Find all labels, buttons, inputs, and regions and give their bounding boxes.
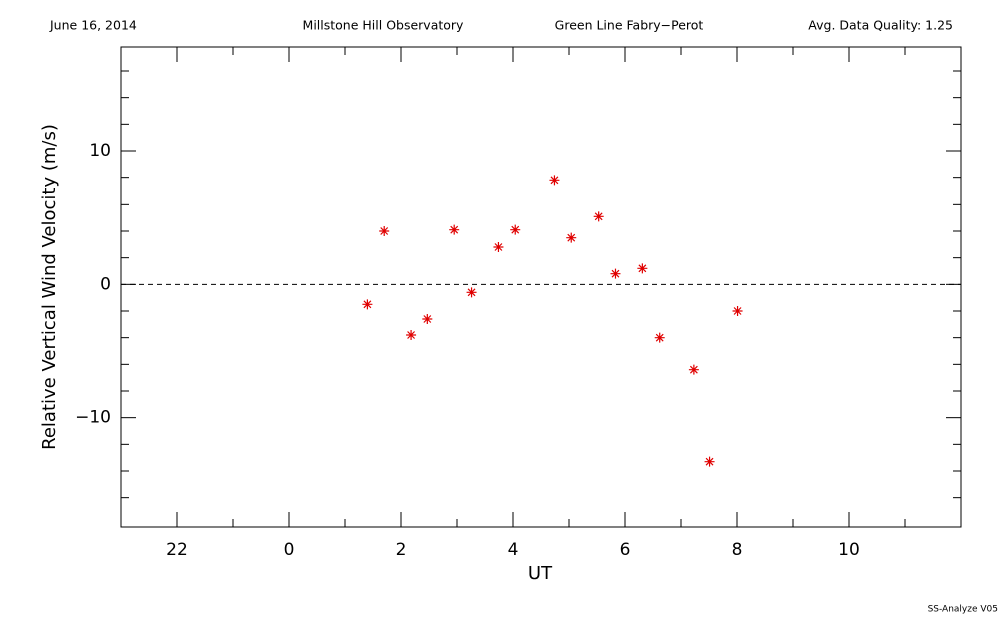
plot-frame [120,46,962,528]
y-axis-label: Relative Vertical Wind Velocity (m/s) [39,124,60,450]
y-tick-label: −10 [75,408,111,428]
instrument: Green Line Fabry−Perot [555,18,704,33]
x-tick-label: 2 [396,540,407,560]
data-point [466,287,477,298]
x-tick-label: 4 [508,540,519,560]
data-point [549,175,560,186]
data-point [593,211,604,222]
data-point [493,242,504,252]
data-point [610,268,621,279]
observatory: Millstone Hill Observatory [303,18,465,33]
data-point [637,263,648,274]
data-point [449,224,460,235]
data-point [704,456,715,467]
data-point [379,226,390,236]
x-axis-label: UT [528,563,553,584]
data-point [688,364,699,375]
data-point [422,314,433,324]
data-point [566,232,577,243]
data-point [406,330,417,340]
x-tick-label: 22 [166,540,188,560]
date: June 16, 2014 [49,18,137,33]
x-tick-label: 6 [620,540,631,560]
x-tick-label: 10 [838,540,860,560]
x-tick-label: 0 [284,540,295,560]
data-point [510,224,521,235]
x-tick-label: 8 [732,540,743,560]
data-quality: Avg. Data Quality: 1.25 [808,18,953,33]
footer: SS-Analyze V05 [928,605,998,615]
y-tick-label: 10 [89,141,111,161]
data-point [654,332,665,343]
data-point [362,299,373,310]
y-tick-label: 0 [100,274,111,294]
data-point [732,306,743,316]
